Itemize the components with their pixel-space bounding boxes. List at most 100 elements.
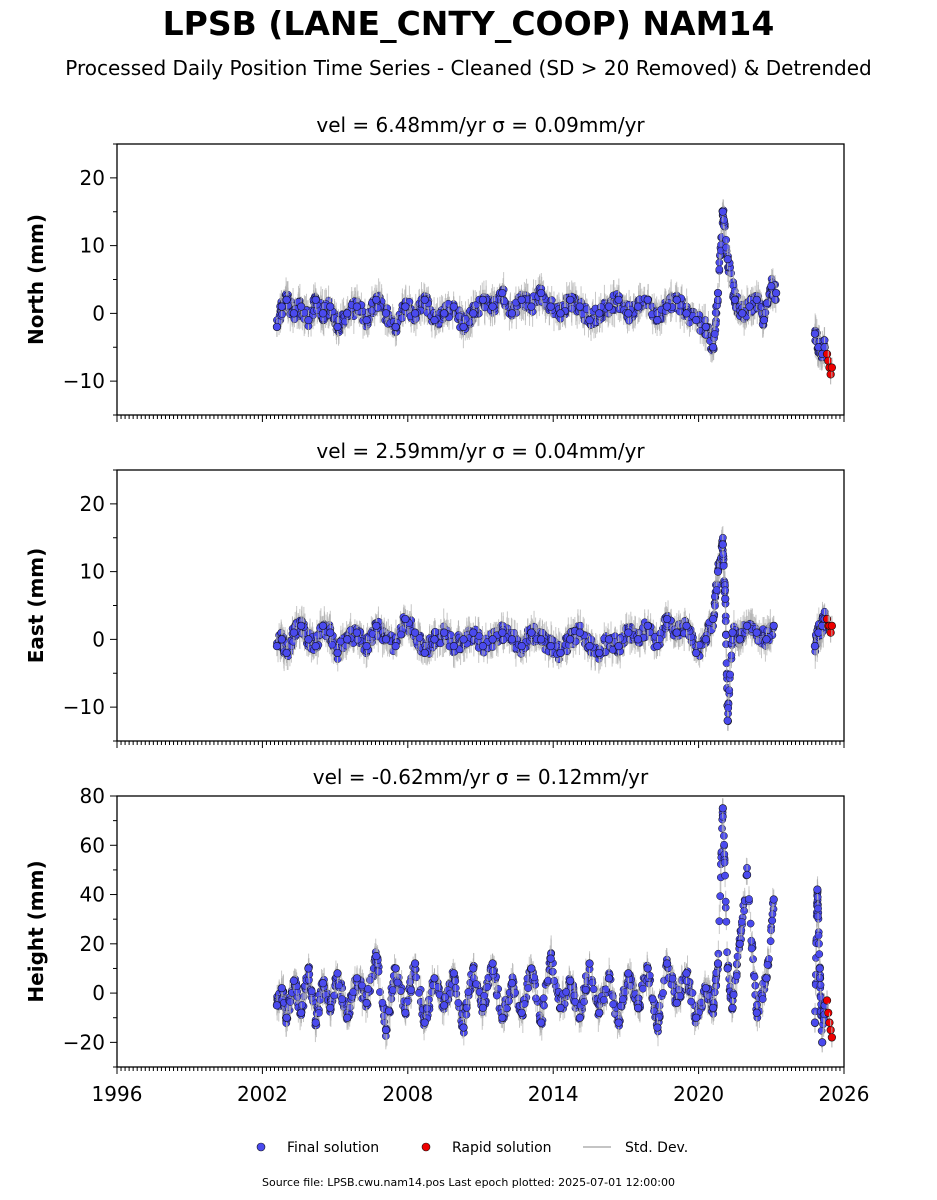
- final-point: [328, 640, 336, 649]
- final-point: [297, 621, 306, 630]
- final-point: [742, 621, 752, 630]
- final-point: [333, 648, 342, 658]
- final-point: [343, 309, 352, 318]
- panel-north: vel = 6.48mm/yr σ = 0.09mm/yr North (mm)−…: [24, 113, 845, 422]
- final-point: [614, 642, 623, 651]
- final-point: [810, 329, 820, 338]
- y-tick-label: 20: [80, 166, 105, 190]
- final-point: [701, 635, 710, 644]
- final-point: [353, 635, 362, 644]
- final-point: [289, 309, 299, 318]
- final-point: [527, 302, 536, 311]
- final-point: [595, 648, 604, 658]
- final-point: [759, 316, 769, 325]
- final-point: [338, 995, 346, 1003]
- final-point: [710, 592, 719, 601]
- chart-title: LPSB (LANE_CNTY_COOP) NAM14: [162, 4, 775, 43]
- final-point: [575, 302, 584, 311]
- final-point: [407, 986, 415, 995]
- final-point: [527, 628, 536, 637]
- final-point: [480, 991, 489, 1000]
- final-point: [595, 309, 604, 318]
- final-point: [653, 316, 662, 325]
- final-point: [440, 309, 449, 318]
- final-point: [604, 302, 614, 311]
- final-point: [710, 330, 719, 338]
- y-axis-label: North (mm): [24, 214, 48, 345]
- final-point: [333, 322, 342, 332]
- y-tick-label: 10: [80, 234, 105, 258]
- y-tick-label: 0: [92, 627, 105, 651]
- final-point: [352, 628, 362, 637]
- final-point: [372, 295, 381, 304]
- final-point: [566, 295, 575, 304]
- final-point: [459, 635, 468, 644]
- final-point: [462, 1003, 471, 1012]
- y-tick-label: 20: [80, 492, 105, 516]
- final-point: [614, 295, 623, 304]
- final-point: [410, 309, 420, 318]
- final-point: [624, 628, 633, 637]
- final-point: [277, 635, 286, 644]
- final-point: [318, 309, 328, 318]
- final-point: [633, 302, 643, 311]
- final-point: [469, 628, 478, 637]
- final-point: [672, 295, 681, 304]
- final-point: [441, 993, 449, 1001]
- final-point: [403, 997, 412, 1006]
- final-point: [493, 991, 501, 1000]
- final-point: [575, 628, 584, 637]
- final-point: [335, 981, 343, 990]
- final-point: [566, 635, 575, 644]
- final-point: [695, 641, 704, 649]
- final-point: [498, 288, 507, 298]
- final-point: [745, 302, 754, 311]
- final-point: [723, 716, 732, 725]
- final-point: [718, 207, 727, 216]
- final-point: [304, 635, 313, 644]
- final-point: [430, 635, 439, 644]
- final-point: [388, 986, 397, 994]
- final-point: [738, 309, 747, 318]
- final-point: [391, 322, 400, 332]
- final-point: [393, 978, 402, 987]
- final-point: [498, 628, 507, 637]
- final-point: [713, 567, 723, 576]
- final-point: [364, 985, 372, 993]
- final-point: [451, 977, 460, 985]
- rapid-point: [827, 621, 836, 630]
- final-point: [454, 999, 463, 1007]
- final-point: [536, 288, 546, 298]
- final-point: [499, 635, 508, 644]
- final-point: [297, 302, 306, 311]
- final-point: [633, 635, 643, 644]
- panel-title: vel = -0.62mm/yr σ = 0.12mm/yr: [313, 765, 649, 789]
- rapid-point: [822, 349, 832, 359]
- final-point: [517, 295, 526, 304]
- final-point: [587, 635, 596, 644]
- final-point: [307, 987, 316, 996]
- final-point: [715, 265, 724, 274]
- final-point: [536, 635, 546, 644]
- final-point: [682, 309, 691, 318]
- final-point: [624, 309, 633, 318]
- final-point: [726, 670, 735, 679]
- final-point: [718, 540, 727, 549]
- final-point: [286, 998, 295, 1006]
- final-point: [362, 316, 371, 325]
- y-tick-label: −10: [63, 695, 105, 719]
- final-point: [712, 586, 721, 594]
- final-point: [488, 635, 497, 644]
- final-point: [709, 343, 718, 352]
- final-point: [662, 302, 672, 311]
- final-point: [343, 635, 352, 644]
- final-point: [318, 621, 328, 630]
- final-point: [814, 628, 823, 637]
- final-point: [282, 295, 291, 304]
- final-point: [767, 282, 776, 291]
- final-point: [378, 998, 387, 1007]
- final-point: [724, 704, 733, 712]
- final-point: [272, 642, 282, 651]
- final-point: [374, 967, 383, 976]
